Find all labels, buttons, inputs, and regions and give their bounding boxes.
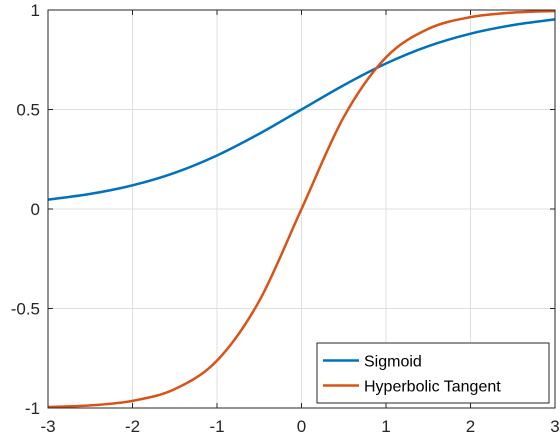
x-tick-label: 0	[297, 417, 306, 436]
y-tick-label: 0	[31, 200, 40, 219]
series-line-sigmoid	[47, 18, 556, 201]
y-tick-label: -0.5	[11, 300, 40, 319]
series-line-hyperbolic-tangent	[47, 9, 556, 409]
x-tick-label: -2	[125, 417, 140, 436]
x-tick-label: -3	[40, 417, 55, 436]
x-tick-label: 3	[550, 417, 559, 436]
legend: Sigmoid Hyperbolic Tangent	[316, 342, 550, 404]
x-tick-label: 1	[381, 417, 390, 436]
legend-label: Sigmoid	[364, 354, 422, 371]
series-lines	[47, 9, 556, 409]
x-tick-label: 2	[466, 417, 475, 436]
legend-label: Hyperbolic Tangent	[364, 379, 501, 396]
y-tick-label: -1	[25, 399, 40, 418]
x-tick-label: -1	[209, 417, 224, 436]
y-tick-label: 0.5	[16, 101, 40, 120]
legend-box	[316, 342, 550, 404]
axis-ticks: -3 -2 -1 0 1 2 3 -1 -0.5 0 0.5 1	[11, 1, 560, 436]
y-tick-label: 1	[31, 1, 40, 20]
